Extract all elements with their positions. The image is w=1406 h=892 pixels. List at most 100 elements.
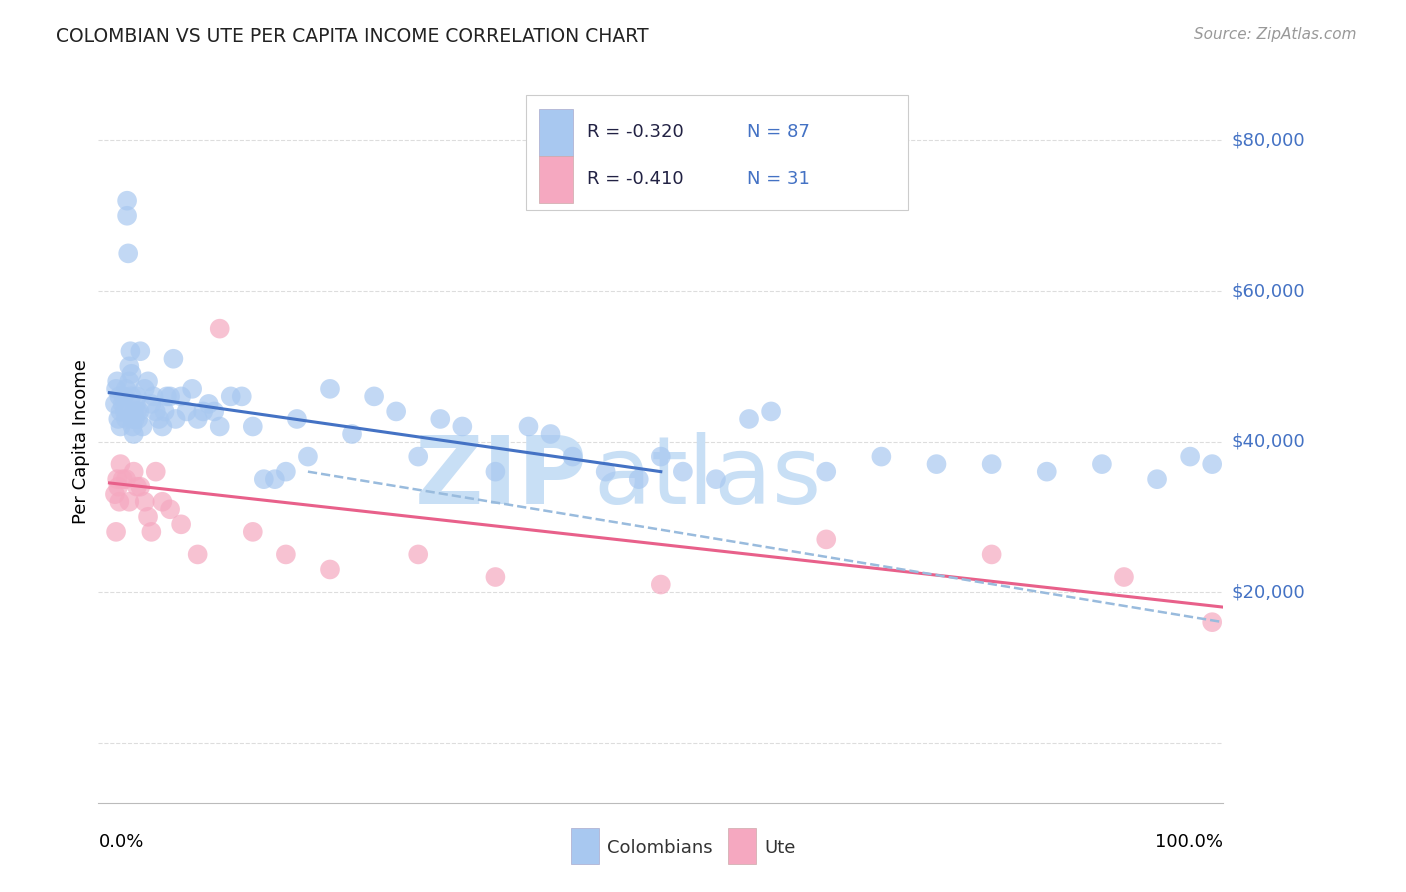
Text: Ute: Ute: [765, 838, 796, 856]
Point: [242, 524, 264, 539]
Point: [193, 404, 215, 418]
Point: [112, 389, 135, 403]
Point: [122, 404, 145, 418]
Point: [1201, 457, 1223, 471]
Point: [451, 419, 474, 434]
Point: [150, 494, 173, 508]
Point: [129, 480, 152, 494]
Point: [105, 524, 128, 539]
Text: N = 31: N = 31: [748, 170, 810, 188]
Point: [136, 509, 159, 524]
Point: [870, 450, 893, 464]
Point: [1036, 465, 1059, 479]
Point: [170, 517, 193, 532]
Point: [108, 494, 131, 508]
Point: [176, 404, 198, 418]
Point: [118, 359, 141, 374]
Text: R = -0.410: R = -0.410: [586, 170, 683, 188]
Point: [111, 472, 134, 486]
Point: [159, 502, 181, 516]
Point: [187, 548, 209, 562]
Point: [187, 412, 209, 426]
Point: [148, 412, 170, 426]
Point: [127, 412, 149, 426]
Point: [104, 397, 127, 411]
Point: [121, 389, 143, 403]
Point: [129, 344, 152, 359]
Bar: [728, 828, 756, 864]
Point: [141, 397, 163, 411]
Point: [540, 427, 562, 442]
Point: [141, 524, 163, 539]
Bar: [571, 828, 599, 864]
Point: [124, 412, 146, 426]
Point: [274, 465, 297, 479]
Point: [118, 375, 141, 389]
Point: [115, 209, 138, 223]
Point: [484, 465, 506, 479]
Point: [120, 344, 142, 359]
Text: $60,000: $60,000: [1232, 282, 1305, 300]
Point: [115, 194, 138, 208]
Text: COLOMBIAN VS UTE PER CAPITA INCOME CORRELATION CHART: COLOMBIAN VS UTE PER CAPITA INCOME CORRE…: [56, 27, 648, 45]
Point: [111, 397, 134, 411]
Point: [118, 494, 141, 508]
Point: [150, 419, 173, 434]
Point: [319, 562, 342, 576]
Point: [136, 375, 159, 389]
Point: [145, 404, 167, 418]
Point: [115, 472, 138, 486]
Point: [815, 533, 838, 547]
Point: [627, 472, 650, 486]
Point: [114, 404, 136, 418]
Text: N = 87: N = 87: [748, 123, 810, 141]
Point: [738, 412, 761, 426]
Point: [363, 389, 385, 403]
Point: [406, 450, 429, 464]
Point: [131, 419, 153, 434]
Text: $20,000: $20,000: [1232, 583, 1305, 601]
Point: [110, 457, 132, 471]
Point: [125, 404, 148, 418]
Point: [121, 367, 143, 381]
Point: [429, 412, 451, 426]
Point: [595, 465, 617, 479]
Point: [125, 480, 148, 494]
Point: [484, 570, 506, 584]
Point: [385, 404, 408, 418]
Point: [105, 375, 128, 389]
Point: [980, 548, 1002, 562]
Point: [650, 450, 672, 464]
Point: [122, 465, 145, 479]
Point: [815, 465, 838, 479]
Point: [134, 494, 156, 508]
Point: [165, 412, 187, 426]
Point: [159, 389, 181, 403]
Point: [517, 419, 540, 434]
Point: [406, 548, 429, 562]
Point: [115, 412, 138, 426]
Point: [297, 450, 319, 464]
Text: ZIP: ZIP: [415, 432, 588, 524]
Text: atlas: atlas: [593, 432, 821, 524]
Point: [122, 427, 145, 442]
Text: Source: ZipAtlas.com: Source: ZipAtlas.com: [1194, 27, 1357, 42]
Point: [1091, 457, 1114, 471]
Point: [197, 397, 219, 411]
Point: [263, 472, 285, 486]
Bar: [540, 109, 574, 156]
Point: [202, 404, 225, 418]
Point: [219, 389, 242, 403]
Point: [925, 457, 948, 471]
Point: [170, 389, 193, 403]
Point: [142, 389, 165, 403]
Point: [153, 404, 176, 418]
Point: [231, 389, 253, 403]
Point: [650, 577, 672, 591]
Point: [117, 246, 139, 260]
Point: [208, 419, 231, 434]
Point: [145, 465, 167, 479]
Point: [1146, 472, 1168, 486]
Bar: [540, 156, 574, 203]
Point: [980, 457, 1002, 471]
